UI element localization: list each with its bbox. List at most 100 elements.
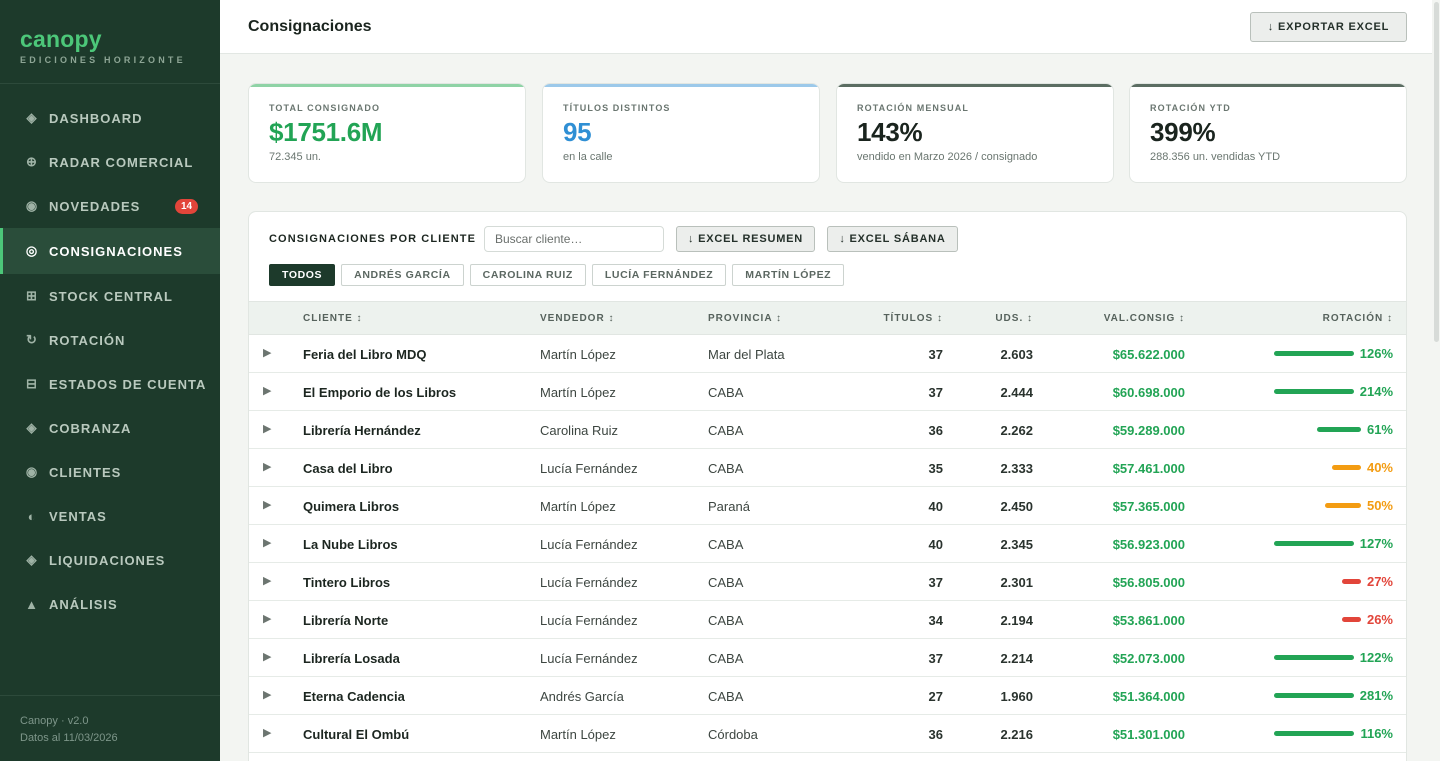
cell-cliente: Casa del Libro (303, 461, 393, 476)
expand-caret-icon[interactable]: ▶ (263, 651, 272, 663)
column-header-vendedor[interactable]: VENDEDOR ↕ (540, 313, 615, 324)
expand-caret-icon[interactable]: ▶ (263, 613, 272, 625)
cell-uds: 2.214 (1000, 651, 1033, 666)
excel-resumen-button[interactable]: ↓ EXCEL RESUMEN (676, 226, 815, 252)
sidebar-item-dashboard[interactable]: ◈ DASHBOARD (0, 96, 220, 140)
table-row[interactable]: ▶ El Emporio de los Libros Martín López CAB… (249, 373, 1406, 411)
kpi-subtext: 72.345 un. (269, 151, 321, 163)
kpi-accent-bar (249, 84, 525, 87)
cell-valconsig: $65.622.000 (1112, 347, 1185, 362)
sidebar-item-label: ANÁLISIS (49, 596, 118, 612)
cell-uds: 2.345 (1000, 537, 1033, 552)
table-row[interactable]: ▶ Cultural El Ombú Martín López Córdoba 36 2.… (249, 715, 1406, 753)
export-excel-button[interactable]: ↓ EXPORTAR EXCEL (1250, 12, 1407, 42)
kpi-accent-bar (837, 84, 1113, 87)
cell-titulos: 37 (928, 385, 943, 400)
table-row[interactable]: ▶ Librería Losada Lucía Fernández CABA 37 2.2… (249, 639, 1406, 677)
column-header-titulos[interactable]: TÍTULOS ↕ (883, 313, 943, 324)
sidebar-item-novedades[interactable]: ◉ NOVEDADES 14 (0, 184, 220, 228)
cell-valconsig: $51.301.000 (1112, 727, 1185, 742)
kpi-value: 143% (857, 117, 923, 147)
app-logo[interactable]: canopy (20, 26, 102, 52)
rotation-value: 50% (1366, 498, 1393, 513)
sidebar-item-cobranza[interactable]: ◈ COBRANZA (0, 406, 220, 450)
excel-sabana-button[interactable]: ↓ EXCEL SÁBANA (827, 226, 958, 252)
cell-rotacion: 122% (1273, 650, 1393, 665)
sidebar-item-label: STOCK CENTRAL (49, 288, 173, 304)
panel-title: CONSIGNACIONES POR CLIENTE (269, 233, 477, 245)
cell-valconsig: $57.461.000 (1112, 461, 1185, 476)
expand-caret-icon[interactable]: ▶ (263, 575, 272, 587)
cell-provincia: CABA (708, 613, 744, 628)
filter-chip[interactable]: CAROLINA RUIZ (469, 264, 586, 286)
cell-rotacion: 26% (1342, 612, 1393, 627)
sidebar-item-radar-comercial[interactable]: ⊕ RADAR COMERCIAL (0, 140, 220, 184)
cell-vendedor: Lucía Fernández (540, 613, 638, 628)
table-row[interactable]: ▶ Librería Norte Lucía Fernández CABA 34 2.19… (249, 601, 1406, 639)
page-scrollbar[interactable] (1432, 0, 1440, 761)
diamond-icon: ◈ (26, 420, 38, 435)
table-row[interactable]: ▶ La Nube Libros Lucía Fernández CABA 40 2.34… (249, 525, 1406, 563)
filter-chip[interactable]: LUCÍA FERNÁNDEZ (591, 264, 727, 286)
cell-uds: 2.333 (1000, 461, 1033, 476)
cell-uds: 2.301 (1000, 575, 1033, 590)
cell-titulos: 27 (928, 689, 943, 704)
rotate-icon: ↻ (26, 332, 38, 347)
cell-provincia: CABA (708, 385, 744, 400)
sidebar-item-rotación[interactable]: ↻ ROTACIÓN (0, 318, 220, 362)
expand-caret-icon[interactable]: ▶ (263, 461, 272, 473)
sidebar-item-clientes[interactable]: ◉ CLIENTES (0, 450, 220, 494)
target-icon: ◎ (25, 243, 39, 258)
consignaciones-panel: CONSIGNACIONES POR CLIENTE ↓ EXCEL RESUM… (248, 211, 1407, 761)
cell-titulos: 34 (928, 613, 943, 628)
cell-vendedor: Martín López (540, 385, 616, 400)
rotation-bar (1342, 617, 1361, 622)
expand-caret-icon[interactable]: ▶ (263, 423, 272, 435)
expand-caret-icon[interactable]: ▶ (263, 537, 272, 549)
table-header: CLIENTE ↕ VENDEDOR ↕ PROVINCIA ↕ TÍTULOS… (249, 301, 1406, 335)
sidebar-item-stock-central[interactable]: ⊞ STOCK CENTRAL (0, 274, 220, 318)
table-row[interactable]: ▶ Librería Hernández Carolina Ruiz CABA 36 2.… (249, 411, 1406, 449)
rotation-bar (1317, 427, 1361, 432)
rotation-bar (1274, 731, 1355, 736)
cell-uds: 2.603 (1000, 347, 1033, 362)
expand-caret-icon[interactable]: ▶ (263, 727, 272, 739)
expand-caret-icon[interactable]: ▶ (263, 347, 272, 359)
cell-vendedor: Martín López (540, 347, 616, 362)
sidebar-item-liquidaciones[interactable]: ◈ LIQUIDACIONES (0, 538, 220, 582)
column-header-uds[interactable]: UDS. ↕ (995, 313, 1033, 324)
expand-caret-icon[interactable]: ▶ (263, 499, 272, 511)
sidebar-item-estados-de-cuenta[interactable]: ⊟ ESTADOS DE CUENTA (0, 362, 220, 406)
rotation-value: 27% (1366, 574, 1393, 589)
scrollbar-thumb[interactable] (1434, 2, 1439, 342)
cell-cliente: Librería Losada (303, 651, 400, 666)
expand-caret-icon[interactable]: ▶ (263, 385, 272, 397)
cell-cliente: Librería Hernández (303, 423, 421, 438)
sidebar-item-ventas[interactable]: ◐ VENTAS (0, 494, 220, 538)
column-header-rotacion[interactable]: ROTACIÓN ↕ (1322, 313, 1393, 324)
sidebar-item-label: DASHBOARD (49, 110, 143, 126)
table-row[interactable]: ▶ Eterna Cadencia Andrés García CABA 27 1.960… (249, 677, 1406, 715)
expand-caret-icon[interactable]: ▶ (263, 689, 272, 701)
filter-chip[interactable]: MARTÍN LÓPEZ (732, 264, 845, 286)
rotation-bar (1273, 541, 1354, 546)
column-header-provincia[interactable]: PROVINCIA ↕ (708, 313, 782, 324)
sidebar-item-análisis[interactable]: ▲ ANÁLISIS (0, 582, 220, 626)
table-row[interactable]: ▶ Casa del Libro Lucía Fernández CABA 35 2.33… (249, 449, 1406, 487)
page-title: Consignaciones (248, 18, 372, 35)
client-search-input[interactable] (484, 226, 664, 252)
table-row[interactable]: ▶ Tintero Libros Lucía Fernández CABA 37 2.30… (249, 563, 1406, 601)
cell-rotacion: 40% (1332, 460, 1393, 475)
rotation-bar (1324, 503, 1361, 508)
filter-chip[interactable]: ANDRÉS GARCÍA (341, 264, 464, 286)
table-row[interactable]: ▶ Feria del Libro MDQ Martín López Mar del … (249, 335, 1406, 373)
rotation-bar (1332, 465, 1361, 470)
rotation-bar (1341, 579, 1361, 584)
filter-chip[interactable]: TODOS (269, 264, 336, 286)
cell-provincia: CABA (708, 537, 744, 552)
sidebar-item-consignaciones[interactable]: ◎ CONSIGNACIONES (0, 228, 220, 274)
table-row[interactable]: ▶ Quimera Libros Martín López Paraná 40 2.450… (249, 487, 1406, 525)
column-header-cliente[interactable]: CLIENTE ↕ (303, 313, 363, 324)
column-header-valconsig[interactable]: VAL.CONSIG ↕ (1103, 313, 1185, 324)
rotation-value: 127% (1359, 536, 1393, 551)
